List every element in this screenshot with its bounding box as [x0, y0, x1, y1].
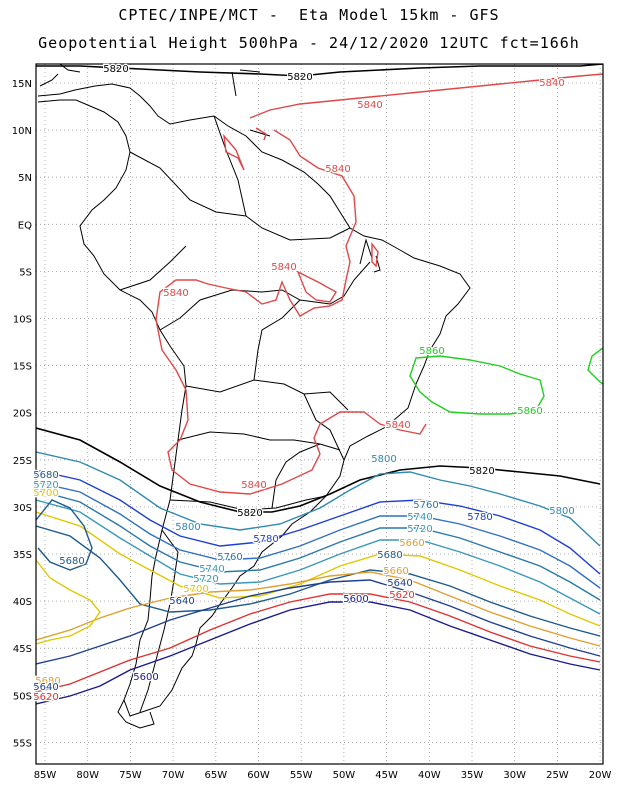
longitude-label: 40W: [418, 770, 441, 781]
contour-label: 5860: [517, 406, 542, 417]
contour-label: 5840: [325, 164, 350, 175]
latitude-label: 55S: [13, 738, 32, 749]
latitude-label: 45S: [13, 644, 32, 655]
latitude-label: 30S: [13, 503, 32, 514]
longitude-labels: 85W 80W 75W 70W 65W 60W 55W 50W 45W 40W 35W 30W 25W 2…: [34, 770, 612, 781]
map-title-line-1: CPTEC/INPE/MCT - Eta Model 15km - GFS: [118, 6, 500, 24]
longitude-label: 65W: [204, 770, 227, 781]
contour-label: 5780: [253, 534, 278, 545]
contour-label: 5600: [133, 672, 158, 683]
latitude-label: 15N: [12, 79, 32, 90]
contour-label: 5800: [549, 506, 574, 517]
latitude-label: 10S: [13, 315, 32, 326]
southern-contours: [36, 451, 601, 705]
contour-label: 5840: [539, 78, 564, 89]
contour-label: 5720: [407, 524, 432, 535]
contour-label: 5840: [271, 262, 296, 273]
contour-5840: [155, 73, 603, 495]
contour-label: 5680: [377, 550, 402, 561]
contour-labels: 5820 5820 5840 5840 5840 5840 5840 5840 5840 5860…: [32, 63, 576, 705]
longitude-label: 75W: [119, 770, 142, 781]
longitude-label: 85W: [34, 770, 57, 781]
contour-label: 5820: [469, 466, 494, 477]
contour-label: 5740: [407, 512, 432, 523]
contour-label: 5760: [413, 500, 438, 511]
lat-lon-grid: [36, 64, 603, 764]
latitude-label: EQ: [18, 220, 32, 231]
latitude-label: 20S: [13, 409, 32, 420]
contour-label: 5620: [33, 692, 58, 703]
contour-label: 5700: [33, 488, 58, 499]
contour-label: 5620: [389, 590, 414, 601]
contour-label: 5840: [241, 480, 266, 491]
contour-label: 5740: [199, 564, 224, 575]
latitude-label: 35S: [13, 550, 32, 561]
contour-label: 5820: [103, 64, 128, 75]
contour-label: 5660: [383, 566, 408, 577]
latitude-label: 15S: [13, 362, 32, 373]
contour-5860: [409, 347, 603, 415]
contour-label: 5680: [59, 556, 84, 567]
coastline: [37, 64, 471, 729]
longitude-label: 35W: [461, 770, 484, 781]
contour-label: 5780: [467, 512, 492, 523]
map-title-line-2: Geopotential Height 500hPa - 24/12/2020 …: [38, 34, 580, 52]
longitude-label: 30W: [503, 770, 526, 781]
contour-label: 5800: [371, 454, 396, 465]
longitude-label: 80W: [76, 770, 99, 781]
longitude-label: 50W: [333, 770, 356, 781]
contour-label: 5640: [387, 578, 412, 589]
contour-label: 5840: [163, 288, 188, 299]
latitude-label: 5S: [19, 267, 32, 278]
latitude-label: 5N: [18, 173, 32, 184]
longitude-label: 55W: [290, 770, 313, 781]
latitude-labels: 15N 10N 5N EQ 5S 10S 15S 20S 25S 30S 35S 40S 45S 50S 5…: [12, 79, 32, 749]
longitude-label: 60W: [247, 770, 270, 781]
contour-label: 5820: [287, 72, 312, 83]
contour-label: 5640: [33, 682, 58, 693]
longitude-label: 20W: [589, 770, 612, 781]
contour-label: 5840: [357, 100, 382, 111]
contour-label: 5720: [193, 574, 218, 585]
contour-label: 5700: [33, 488, 58, 499]
contour-label: 5800: [175, 522, 200, 533]
contour-label: 5660: [399, 538, 424, 549]
longitude-label: 70W: [162, 770, 185, 781]
latitude-label: 40S: [13, 597, 32, 608]
contour-label: 5700: [183, 584, 208, 595]
latitude-label: 25S: [13, 456, 32, 467]
longitude-label: 45W: [375, 770, 398, 781]
contour-label: 5680: [35, 676, 60, 687]
contour-label: 5780: [33, 480, 58, 491]
map-frame: [35, 63, 604, 765]
contour-label: 5640: [169, 596, 194, 607]
contour-label: 5860: [419, 346, 444, 357]
contour-label: 5680: [33, 470, 58, 481]
longitude-label: 25W: [546, 770, 569, 781]
contour-label: 5760: [217, 552, 242, 563]
contour-label: 5600: [343, 594, 368, 605]
latitude-label: 50S: [13, 691, 32, 702]
contour-label: 5820: [237, 508, 262, 519]
contour-label: 5840: [385, 420, 410, 431]
contour-5820: [36, 64, 603, 513]
latitude-label: 10N: [12, 126, 32, 137]
contour-label: 5720: [33, 480, 58, 491]
